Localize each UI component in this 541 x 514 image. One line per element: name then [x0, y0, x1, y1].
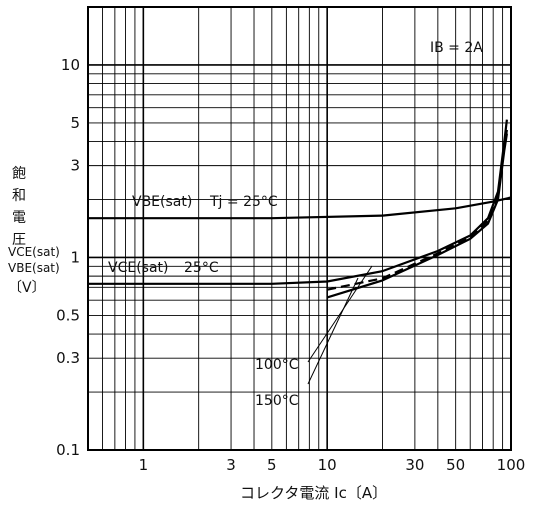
ylabel-char-3: 電 [12, 210, 26, 226]
ylabel-vbe: VBE(sat) [8, 261, 60, 275]
ib-annotation: IB = 2A [430, 40, 483, 56]
y-tick-label: 5 [70, 114, 80, 132]
vce-label: VCE(sat) [108, 260, 168, 276]
y-tick-label: 3 [70, 157, 80, 175]
vce-temp-label: 25°C [184, 260, 219, 276]
temp-150-label: 150°C [255, 393, 299, 409]
x-tick-label: 3 [226, 456, 236, 474]
series-line [326, 133, 508, 299]
ylabel-vce: VCE(sat) [8, 245, 60, 259]
ylabel-unit: 〔V〕 [8, 280, 46, 296]
temp-100-label: 100°C [255, 357, 299, 373]
y-tick-label: 0.5 [56, 306, 80, 324]
x-tick-label: 100 [497, 456, 526, 474]
tick-labels: 1 3 5 10 30 50 100 0.1 0.3 0.5 1 3 5 10 [56, 56, 525, 474]
y-tick-label: 0.3 [56, 349, 80, 367]
y-tick-label: 1 [70, 248, 80, 266]
x-tick-label: 30 [405, 456, 424, 474]
ylabel-char-4: 圧 [12, 232, 26, 248]
xlabel: コレクタ電流 Ic〔A〕 [240, 484, 387, 502]
x-tick-label: 10 [318, 456, 337, 474]
x-tick-label: 5 [267, 456, 277, 474]
vbe-label: VBE(sat) [132, 194, 192, 210]
y-tick-label: 10 [61, 56, 80, 74]
grid-lines [88, 6, 511, 450]
plot-frame [87, 6, 512, 451]
leader-150 [307, 277, 359, 385]
leader-100 [307, 265, 373, 363]
x-tick-label: 50 [446, 456, 465, 474]
x-tick-label: 1 [139, 456, 149, 474]
ylabel-char-1: 飽 [12, 165, 26, 182]
curves [88, 119, 512, 299]
y-tick-label: 0.1 [56, 441, 80, 459]
ylabel-char-2: 和 [12, 188, 26, 204]
vbe-tj-label: Tj = 25°C [209, 194, 278, 210]
